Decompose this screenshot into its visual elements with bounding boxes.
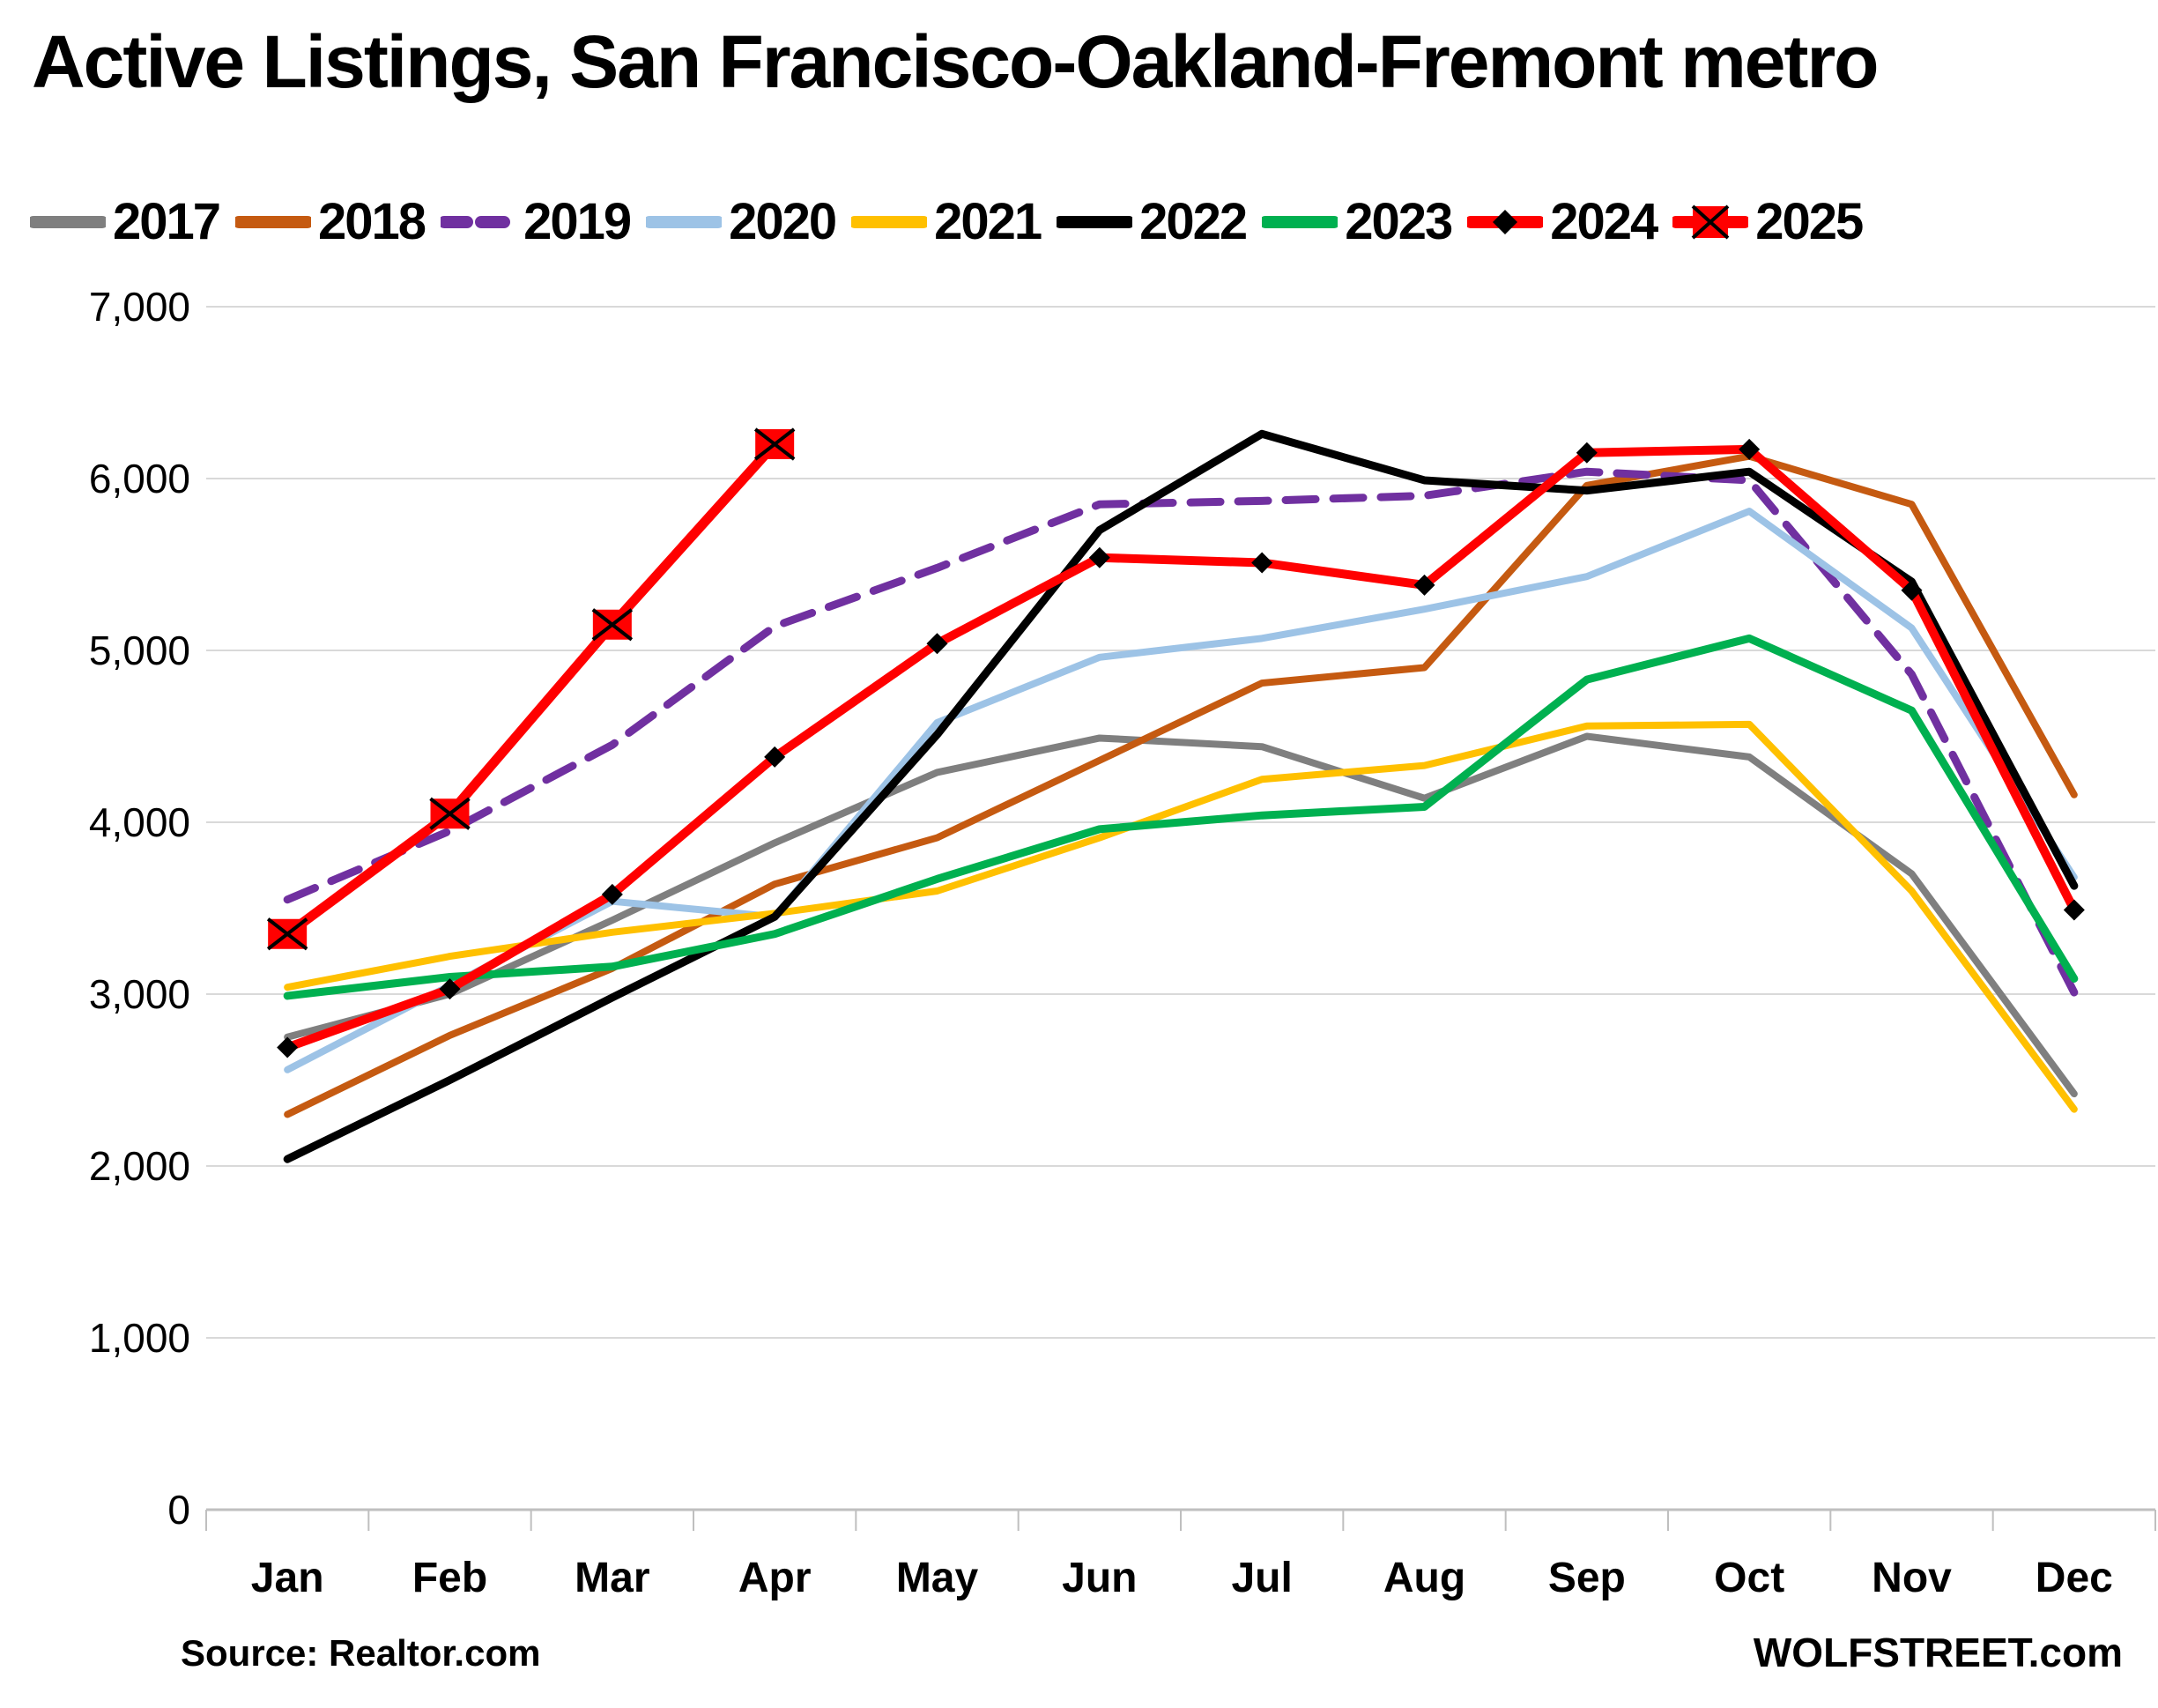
series-2020-line [284, 508, 2078, 1073]
x-axis-label: Feb [412, 1555, 487, 1601]
legend-item-2021: 2021 [851, 192, 1042, 251]
legend-label-2024: 2024 [1550, 193, 1658, 250]
legend-swatch-2017 [30, 215, 106, 228]
legend-swatch-2024 [1467, 209, 1544, 234]
legend-label-2021: 2021 [934, 193, 1042, 250]
series-2024-marker [277, 1036, 299, 1058]
source-note: Source: Realtor.com [181, 1632, 541, 1674]
x-axis-label: Nov [1872, 1555, 1952, 1601]
series-2024-marker [1413, 574, 1435, 596]
x-axis-label: Aug [1383, 1555, 1465, 1601]
legend-label-2025: 2025 [1755, 193, 1864, 250]
legend-label-2017: 2017 [113, 193, 221, 250]
series-2024-marker [601, 883, 623, 905]
legend-label-2023: 2023 [1345, 193, 1453, 250]
chart-legend: 2017 2018 2019 2020 2021 2022 2023 2024 2025 [30, 192, 2136, 251]
legend-item-2020: 2020 [646, 192, 837, 251]
series-2025-marker [266, 917, 308, 951]
legend-label-2022: 2022 [1139, 193, 1248, 250]
series-2024-marker [926, 633, 948, 655]
series-2025-marker [591, 608, 634, 642]
y-axis-label: 3,000 [89, 971, 190, 1017]
series-2024-marker [439, 978, 461, 1000]
y-axis-label: 6,000 [89, 456, 190, 501]
y-axis-label: 4,000 [89, 799, 190, 845]
series-2024-marker [1088, 546, 1110, 568]
legend-item-2017: 2017 [30, 192, 221, 251]
series-2024-marker [1576, 442, 1598, 464]
x-axis-label: Mar [575, 1555, 649, 1601]
legend-item-2024: 2024 [1467, 192, 1658, 251]
legend-label-2020: 2020 [729, 193, 837, 250]
y-axis-label: 1,000 [89, 1315, 190, 1361]
legend-swatch-2019 [441, 215, 517, 228]
x-axis-label: Apr [738, 1555, 812, 1601]
legend-swatch-2023 [1262, 215, 1339, 228]
series-2019-line [283, 467, 2079, 997]
series-2025-marker [753, 427, 796, 461]
legend-label-2019: 2019 [523, 193, 632, 250]
series-2024-marker [1901, 579, 1923, 601]
legend-swatch-2022 [1057, 215, 1133, 228]
series-2024-marker [1739, 438, 1761, 460]
legend-item-2025: 2025 [1672, 192, 1864, 251]
series-2025-line [282, 439, 780, 939]
x-axis-label: Oct [1714, 1555, 1784, 1601]
series-2022-line [283, 429, 2079, 1163]
brand-note: WOLFSTREET.com [1753, 1630, 2123, 1675]
series-2021-line [284, 720, 2078, 1113]
series-2024-marker [764, 746, 786, 768]
x-axis-label: Jan [251, 1555, 324, 1601]
y-axis-label: 5,000 [89, 628, 190, 673]
y-axis-label: 0 [167, 1487, 190, 1533]
series-2018-line [284, 452, 2078, 1118]
series-2017-line [284, 732, 2078, 1098]
y-axis-label: 2,000 [89, 1143, 190, 1189]
legend-item-2022: 2022 [1057, 192, 1248, 251]
x-axis-label: Dec [2036, 1555, 2113, 1601]
x-axis-label: Jul [1231, 1555, 1292, 1601]
legend-item-2019: 2019 [441, 192, 632, 251]
legend-label-2018: 2018 [318, 193, 426, 250]
legend-swatch-2020 [646, 215, 723, 228]
series-2024-marker [2063, 899, 2085, 921]
x-axis-label: Jun [1062, 1555, 1137, 1601]
legend-swatch-2021 [851, 215, 928, 228]
chart-title: Active Listings, San Francisco-Oakland-F… [32, 20, 1879, 103]
x-axis-label: Sep [1548, 1555, 1626, 1601]
x-axis-label: May [896, 1555, 979, 1601]
legend-item-2023: 2023 [1262, 192, 1453, 251]
legend-swatch-2025 [1672, 204, 1749, 239]
series-2024-line [283, 444, 2079, 1052]
series-2025-marker [429, 797, 471, 830]
legend-swatch-2018 [235, 215, 312, 228]
series-2023-line [283, 634, 2079, 1000]
y-axis-label: 7,000 [89, 284, 190, 330]
series-2024-marker [1251, 552, 1273, 574]
legend-item-2018: 2018 [235, 192, 426, 251]
